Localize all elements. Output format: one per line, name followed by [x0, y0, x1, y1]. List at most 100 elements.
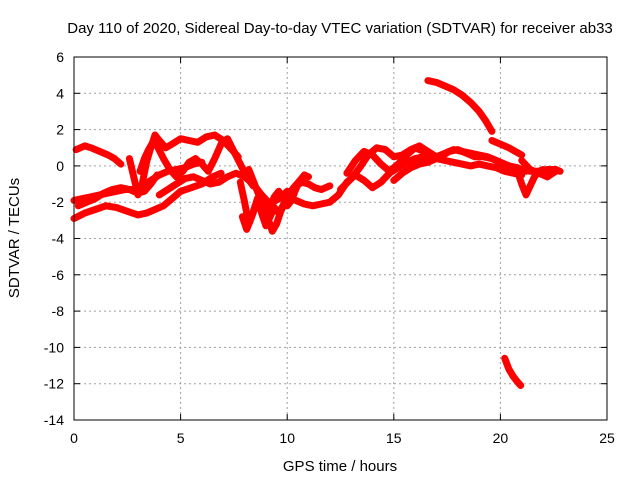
data-point — [450, 159, 457, 166]
data-point — [117, 160, 125, 168]
data-point — [84, 143, 92, 150]
data-point — [209, 173, 216, 180]
data-point — [441, 157, 449, 164]
data-point — [397, 157, 405, 165]
chart-title: Day 110 of 2020, Sidereal Day-to-day VTE… — [67, 20, 613, 37]
data-point — [190, 173, 197, 180]
series-arc-10 — [245, 166, 312, 213]
data-point — [518, 180, 525, 188]
data-point — [501, 355, 508, 362]
data-point — [471, 161, 478, 169]
data-point — [373, 144, 380, 151]
series-arc-4 — [74, 171, 161, 210]
data-point — [411, 155, 419, 162]
data-point — [92, 206, 99, 213]
data-point — [441, 82, 449, 90]
data-point — [400, 154, 407, 162]
data-point — [176, 170, 183, 178]
data-point — [144, 149, 151, 156]
data-point — [177, 135, 184, 142]
data-point — [81, 142, 88, 150]
data-point — [203, 133, 210, 141]
data-point — [539, 171, 547, 179]
data-point — [258, 199, 265, 206]
data-point — [267, 223, 275, 231]
data-point — [247, 215, 255, 222]
y-tick-label: -6 — [52, 267, 65, 283]
data-point — [111, 155, 118, 162]
data-point — [104, 188, 112, 195]
data-point — [242, 222, 249, 229]
data-point — [159, 140, 166, 148]
data-point — [482, 117, 489, 124]
data-point — [360, 148, 368, 155]
data-point — [505, 162, 513, 170]
data-point — [301, 171, 308, 179]
data-point — [137, 184, 144, 191]
x-tick-label: 5 — [177, 430, 185, 446]
data-point — [185, 137, 193, 144]
data-point — [127, 162, 135, 170]
grid-lines — [74, 57, 607, 420]
data-point — [239, 191, 247, 198]
data-point — [502, 358, 510, 366]
data-point — [224, 135, 231, 142]
data-point — [113, 185, 120, 192]
data-point — [75, 202, 82, 209]
data-point — [244, 222, 252, 229]
data-point — [501, 168, 508, 175]
series-arc-16 — [488, 137, 526, 159]
x-tick-label: 25 — [599, 430, 615, 446]
data-point — [492, 157, 500, 164]
data-point — [250, 206, 257, 214]
data-point — [74, 213, 81, 220]
y-tick-label: -14 — [44, 412, 64, 428]
data-point — [296, 199, 304, 206]
data-point — [416, 154, 423, 161]
data-point — [181, 136, 189, 143]
x-tick-label: 0 — [70, 430, 78, 446]
data-point — [524, 163, 531, 170]
data-point — [96, 148, 103, 155]
data-point — [517, 382, 524, 389]
data-point — [318, 200, 325, 208]
data-point — [420, 160, 427, 167]
y-tick-label: 0 — [56, 158, 64, 174]
data-point — [433, 155, 440, 162]
data-point — [120, 206, 127, 214]
data-point — [293, 183, 301, 190]
data-point — [139, 180, 146, 188]
data-point — [348, 163, 355, 170]
data-point — [264, 215, 272, 222]
data-point — [122, 185, 129, 192]
data-point — [390, 153, 397, 160]
data-point — [206, 165, 214, 172]
data-point — [227, 141, 234, 149]
data-point — [129, 170, 136, 177]
data-point — [185, 174, 193, 181]
data-point — [247, 170, 254, 177]
data-point — [145, 146, 152, 153]
data-point — [521, 188, 528, 195]
data-point — [492, 164, 500, 171]
data-point — [160, 155, 167, 162]
data-point — [139, 177, 147, 184]
data-point — [195, 158, 202, 165]
data-point — [240, 195, 247, 202]
data-point — [480, 161, 487, 169]
data-point — [114, 158, 121, 165]
data-point — [484, 121, 491, 128]
data-point — [522, 191, 530, 199]
data-point — [446, 84, 453, 92]
data-point — [394, 152, 402, 160]
data-point — [252, 202, 259, 209]
data-point — [235, 157, 242, 165]
data-point — [242, 206, 250, 213]
data-point — [181, 186, 188, 194]
data-point — [357, 151, 365, 158]
data-point — [519, 184, 527, 191]
data-point — [424, 77, 432, 84]
data-point — [355, 154, 362, 161]
data-point — [205, 168, 212, 175]
data-point — [281, 199, 289, 206]
